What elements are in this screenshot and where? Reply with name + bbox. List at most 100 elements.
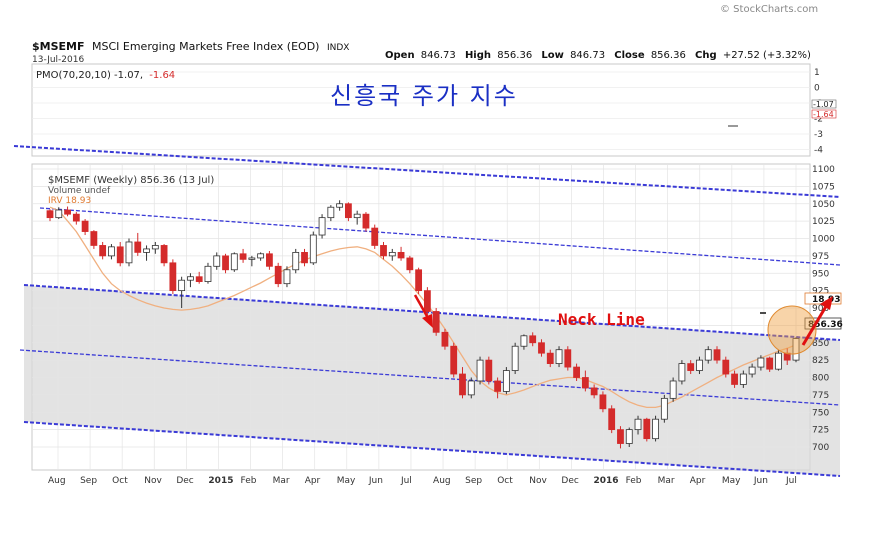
candle-body: [687, 363, 695, 371]
candle-body: [731, 373, 738, 385]
price-legend-volume: Volume undef: [48, 186, 111, 196]
x-tick-label: May: [722, 476, 741, 486]
candle: [590, 384, 598, 399]
candle: [696, 356, 703, 375]
x-tick-label: Apr: [690, 476, 706, 486]
chg-value: +27.52 (+3.32%): [723, 50, 811, 61]
candle-body: [485, 359, 493, 382]
candle-body: [169, 262, 177, 292]
candle: [151, 241, 159, 254]
candle: [617, 426, 624, 449]
candle-body: [573, 366, 580, 378]
candle-body: [538, 342, 545, 354]
x-tick-label: Oct: [497, 476, 513, 486]
candle-body: [696, 359, 703, 371]
candle: [125, 238, 133, 267]
candle-body: [46, 210, 54, 219]
close-value: 856.36: [651, 50, 686, 61]
candle: [309, 231, 317, 265]
candle-body: [792, 338, 800, 361]
candle: [459, 367, 466, 399]
candle: [81, 219, 89, 236]
candle-body: [222, 255, 229, 271]
channel-line: [23, 421, 841, 477]
candle: [318, 214, 326, 239]
candle-body: [441, 331, 449, 347]
candle-body: [617, 429, 624, 444]
candle: [625, 427, 633, 447]
candle: [380, 241, 387, 260]
pmo-legend-signal: -1.64: [149, 70, 175, 81]
candle: [573, 363, 580, 381]
candle-body: [660, 397, 668, 420]
candle-body: [257, 253, 265, 259]
candle: [371, 224, 379, 249]
candle-body: [555, 349, 563, 365]
candle: [292, 248, 300, 274]
chg-label: Chg: [695, 50, 717, 61]
channel-line: [19, 349, 841, 406]
candle: [336, 200, 344, 211]
candle-body: [344, 203, 352, 219]
pmo-badge-2: -1.64: [813, 110, 834, 119]
candle: [476, 356, 484, 385]
candle-body: [230, 253, 238, 271]
candle-body: [634, 418, 642, 431]
candle: [502, 367, 510, 395]
candle: [643, 417, 651, 442]
candle: [406, 255, 414, 274]
x-tick-label: Mar: [658, 476, 675, 486]
low-value: 846.73: [570, 50, 605, 61]
candle: [248, 255, 256, 267]
breakdown-arrow-head: [422, 314, 433, 328]
candle: [415, 267, 423, 295]
candle-body: [415, 269, 423, 292]
candle: [301, 248, 308, 267]
candle-body: [160, 245, 168, 264]
candle-body: [450, 345, 458, 375]
highlight-circle: [767, 305, 817, 355]
candle: [555, 346, 563, 368]
candle: [344, 202, 352, 222]
candle-body: [748, 366, 756, 375]
candle: [722, 356, 730, 378]
y-tick-label: 850: [812, 339, 829, 349]
candle-body: [99, 245, 107, 257]
candle-body: [467, 380, 475, 396]
price-legend-overlay: IRV 18.93: [48, 196, 91, 206]
candle-body: [608, 408, 616, 431]
y-tick-label: 825: [812, 356, 829, 366]
candle: [739, 370, 747, 388]
candle: [55, 207, 63, 220]
candle: [64, 206, 71, 217]
candle: [687, 360, 695, 375]
candle-body: [775, 352, 782, 370]
candle-body: [757, 357, 765, 368]
y-tick-label: 975: [812, 252, 829, 262]
candle-body: [72, 213, 80, 222]
candle-body: [546, 352, 554, 364]
candle: [257, 252, 265, 261]
candle: [775, 349, 782, 371]
y-tick-label: 1050: [812, 200, 835, 210]
candle: [669, 377, 677, 402]
candle-body: [713, 349, 721, 361]
x-tick-label: Dec: [561, 476, 578, 486]
candle: [467, 377, 475, 399]
candle: [423, 287, 431, 315]
x-tick-label: Sep: [80, 476, 97, 486]
x-tick-label: Aug: [48, 476, 66, 486]
x-tick-label: Nov: [529, 476, 547, 486]
candle-body: [274, 265, 282, 285]
candle-body: [739, 373, 747, 385]
candle: [432, 308, 440, 336]
candle-body: [511, 345, 519, 371]
candle-body: [266, 253, 273, 267]
candle-body: [248, 257, 256, 260]
candle-body: [722, 359, 730, 375]
breakout-arrow: [801, 302, 830, 346]
candle: [274, 262, 282, 288]
y-tick-label: 775: [812, 391, 829, 401]
candle-body: [336, 203, 344, 208]
candle: [660, 394, 668, 423]
